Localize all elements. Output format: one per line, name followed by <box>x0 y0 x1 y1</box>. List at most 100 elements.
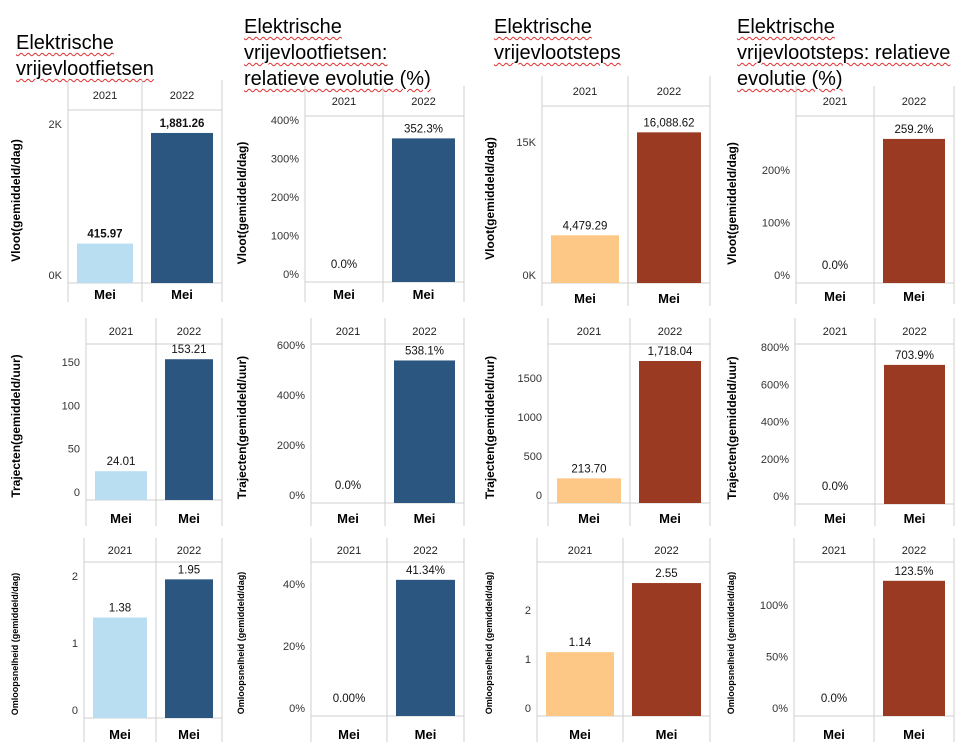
category-label: Mei <box>824 289 846 304</box>
category-label: Mei <box>338 727 360 742</box>
chart-panel: 2021 2022 0% 200% 400% 600% 800% Trajecten(gemi… <box>725 318 955 526</box>
chart-panel: 2021 2022 0K 15K Vloot(gemiddeld/dag) 4,479.2… <box>483 76 711 306</box>
y-axis-label: Omloopsnelheid (gemiddeld/dag) <box>236 572 246 715</box>
year-header: 2022 <box>170 90 194 102</box>
data-label: 352.3% <box>404 123 443 135</box>
y-tick-label: 150 <box>62 357 80 369</box>
column-title-3: Elektrische vrijevlootsteps <box>494 16 621 64</box>
y-tick-label: 0% <box>289 703 305 715</box>
y-tick-label: 2K <box>49 119 63 131</box>
y-tick-label: 200% <box>271 192 299 204</box>
year-header: 2021 <box>337 545 361 557</box>
y-tick-label: 0% <box>283 269 299 281</box>
year-header: 2022 <box>177 326 201 338</box>
chart-panel: 2021 2022 0% 200% 400% 600% Trajecten(gemiddel… <box>235 318 465 526</box>
year-header: 2021 <box>822 545 846 557</box>
year-header: 2022 <box>657 86 681 98</box>
category-label: Mei <box>824 511 846 526</box>
y-tick-label: 15K <box>516 137 536 149</box>
chart-panel: 2021 2022 0% 100% 200% 300% 400% Vloot(gemiddel… <box>235 86 465 302</box>
y-tick-label: 100% <box>760 600 788 612</box>
data-label: 0.00% <box>333 693 366 705</box>
category-label: Mei <box>415 727 437 742</box>
chart-panel: 2021 2022 0 50 100 150 Trajecten(gemiddeld/uur… <box>9 318 223 526</box>
category-label: Mei <box>178 511 200 526</box>
category-label: Mei <box>656 727 678 742</box>
bar <box>151 132 213 283</box>
bar <box>77 243 133 283</box>
bar <box>394 360 455 503</box>
y-tick-label: 0 <box>72 705 78 717</box>
bar <box>632 583 701 716</box>
bar <box>165 579 213 718</box>
data-label: 538.1% <box>405 345 444 357</box>
y-tick-label: 300% <box>271 154 299 166</box>
y-tick-label: 400% <box>761 417 789 429</box>
y-tick-label: 0 <box>525 703 531 715</box>
year-header: 2021 <box>568 545 592 557</box>
data-label: 0.0% <box>335 480 361 492</box>
data-label: 0.0% <box>331 259 357 271</box>
data-label: 2.55 <box>655 568 677 580</box>
category-label: Mei <box>178 727 200 742</box>
y-axis-label: Omloopsnelheid (gemiddeld/dag) <box>484 572 494 715</box>
data-label: 123.5% <box>894 566 933 578</box>
y-tick-label: 0% <box>772 703 788 715</box>
year-header: 2022 <box>411 96 435 108</box>
y-tick-label: 100% <box>762 218 790 230</box>
column-title-1: Elektrische vrijevlootfietsen <box>16 32 154 80</box>
category-label: Mei <box>110 511 132 526</box>
year-header: 2022 <box>658 326 682 338</box>
data-label: 4,479.29 <box>563 220 608 232</box>
data-label: 1.38 <box>109 603 131 615</box>
data-label: 0.0% <box>821 693 847 705</box>
year-header: 2021 <box>573 86 597 98</box>
year-header: 2021 <box>823 326 847 338</box>
y-tick-label: 0K <box>523 270 537 282</box>
bar <box>557 478 621 503</box>
year-header: 2021 <box>109 326 133 338</box>
data-label: 16,088.62 <box>643 117 694 129</box>
y-tick-label: 200% <box>762 165 790 177</box>
bar <box>637 132 701 283</box>
category-label: Mei <box>333 287 355 302</box>
category-label: Mei <box>569 727 591 742</box>
chart-panel: 2021 2022 0 1 2 Omloopsnelheid (gemiddeld/dag… <box>484 538 711 742</box>
chart-panel: 2021 2022 0 1 2 Omloopsnelheid (gemiddeld/dag… <box>10 538 223 742</box>
year-header: 2021 <box>823 96 847 108</box>
y-tick-label: 20% <box>283 641 305 653</box>
bar <box>93 617 147 718</box>
y-axis-label: Vloot(gemiddeld/dag) <box>235 142 249 265</box>
data-label: 1.95 <box>178 564 200 576</box>
year-header: 2022 <box>413 545 437 557</box>
column-title-4: Elektrische vrijevlootsteps: relatieve e… <box>737 16 951 90</box>
category-label: Mei <box>904 511 926 526</box>
y-tick-label: 500 <box>524 451 542 463</box>
y-tick-label: 0% <box>774 270 790 282</box>
y-tick-label: 600% <box>761 379 789 391</box>
category-label: Mei <box>94 287 116 302</box>
category-label: Mei <box>903 289 925 304</box>
chart-panel: 2021 2022 0 500 1000 1500 Trajecten(gemiddeld/… <box>483 318 711 526</box>
data-label: 0.0% <box>822 260 848 272</box>
year-header: 2022 <box>654 545 678 557</box>
data-label: 1,881.26 <box>160 118 205 130</box>
year-header: 2021 <box>332 96 356 108</box>
chart-panel: 2021 2022 0K 2K Vloot(gemiddeld/dag) 415.97 Me… <box>9 80 223 302</box>
year-header: 2021 <box>93 90 117 102</box>
y-tick-label: 1 <box>525 654 531 666</box>
data-label: 41.34% <box>406 565 445 577</box>
data-label: 415.97 <box>87 229 122 241</box>
y-tick-label: 2 <box>525 605 531 617</box>
year-header: 2021 <box>108 545 132 557</box>
y-tick-label: 1000 <box>518 412 542 424</box>
y-tick-label: 40% <box>283 579 305 591</box>
y-tick-label: 0K <box>49 270 63 282</box>
y-tick-label: 2 <box>72 571 78 583</box>
year-header: 2021 <box>577 326 601 338</box>
y-tick-label: 200% <box>277 440 305 452</box>
category-label: Mei <box>109 727 131 742</box>
bar <box>639 360 701 503</box>
y-tick-label: 800% <box>761 342 789 354</box>
